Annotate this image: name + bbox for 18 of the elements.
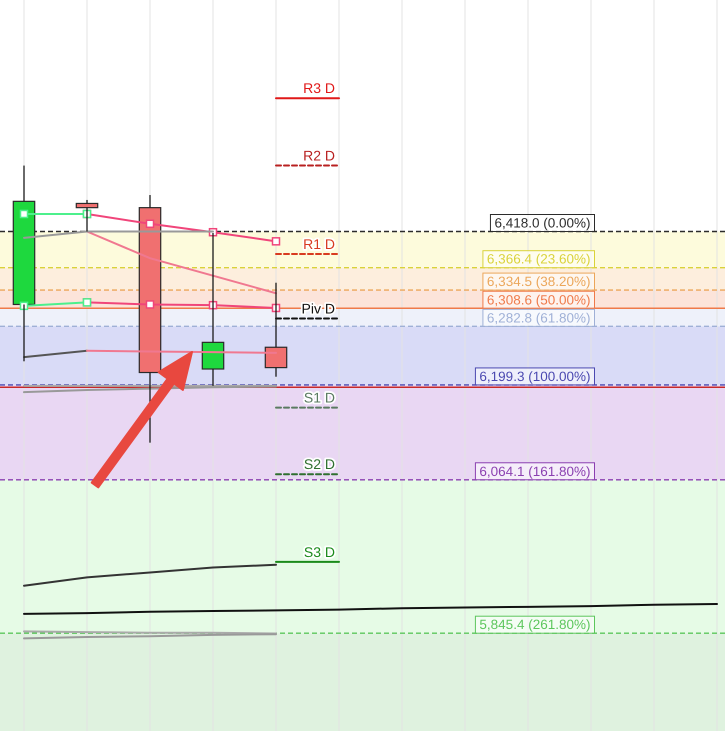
series-label: R3 D [303,80,335,96]
ref-line-label: 6,199.3 (100.00%) [479,368,590,384]
point [20,210,28,218]
ref-line-label: 6,366.4 (23.60%) [486,252,590,267]
series-label: R1 D [303,236,335,252]
ref-line-label: 5,845.4 (261.80%) [479,617,590,632]
ref-line-label: 6,334.5 (38.20%) [486,274,590,290]
ref-line-label: 6,282.8 (61.80%) [486,310,590,326]
series-label: R2 D [303,148,335,164]
series-label: S3 D [304,544,335,560]
ref-line-label: 6,418.0 (0.00%) [494,216,590,231]
series-label: S1 D [304,390,335,406]
ref-line-label: 6,308.6 (50.00%) [486,292,590,308]
point [272,237,280,246]
point [146,220,154,228]
point [146,300,154,309]
series-label: S2 D [304,456,335,472]
ref-line-label: 6,064.1 (161.80%) [479,464,590,479]
